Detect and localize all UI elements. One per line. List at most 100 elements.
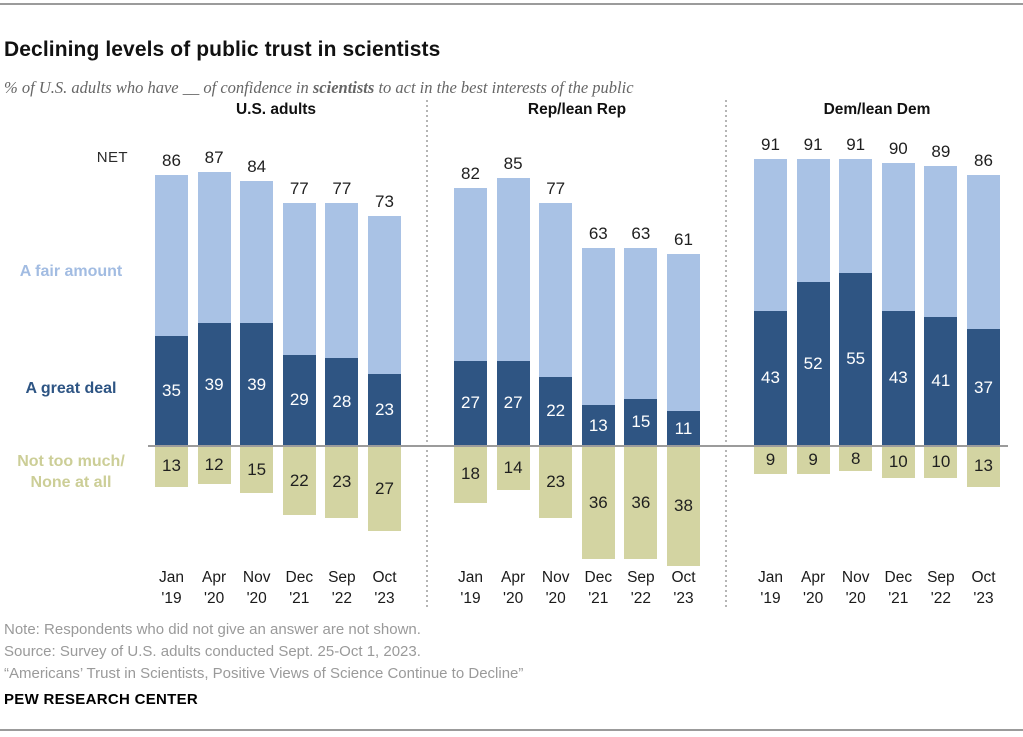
bar-great-deal-segment [496,360,530,446]
net-value-label: 61 [674,229,693,249]
bar-not-too-much-segment [924,446,958,478]
x-axis-month-label: Sep [627,569,655,586]
top-border [0,3,1023,5]
x-axis-month-label: Oct [971,569,996,586]
great-deal-value-label: 43 [888,368,908,388]
bottom-border [0,729,1023,731]
great-deal-value-label: 11 [674,418,693,438]
bar-fair-amount-segment [282,203,316,355]
x-axis-year-label: '20 [502,590,524,607]
x-axis-year-label: '22 [630,590,651,607]
zero-baseline [148,445,1008,447]
bar-not-too-much-segment [839,446,873,472]
not-too-much-value-label: 13 [974,456,993,476]
pew-research-center-wordmark: PEW RESEARCH CENTER [4,691,199,708]
net-value-label: 91 [846,135,866,155]
great-deal-value-label: 43 [761,368,780,388]
x-axis-year-label: '23 [673,590,694,607]
x-axis-month-label: Dec [285,569,314,586]
x-axis-month-label: Dec [584,569,613,586]
bar-great-deal-segment [881,310,915,446]
x-axis-year-label: '20 [845,590,866,607]
legend-great-deal: A great deal [25,380,117,397]
bar-great-deal-segment [967,329,1000,446]
not-too-much-value-label: 27 [375,478,394,498]
x-axis-month-label: Sep [328,569,356,586]
bar-great-deal-segment [624,398,658,446]
not-too-much-value-label: 10 [888,451,908,471]
x-axis-month-label: Oct [372,569,397,586]
bar-not-too-much-segment [796,446,830,475]
net-value-label: 86 [974,151,993,171]
net-value-label: 77 [289,179,309,199]
net-value-label: 91 [803,135,823,155]
great-deal-value-label: 41 [931,371,951,391]
x-axis-month-label: Sep [927,569,955,586]
net-value-label: 91 [761,135,780,155]
great-deal-value-label: 39 [247,374,267,394]
legend-not-too-much-line2: None at all [30,474,112,491]
great-deal-value-label: 37 [974,377,993,397]
x-axis-year-label: '21 [289,590,310,607]
bar-fair-amount-segment [967,175,1000,330]
bar-not-too-much-segment [325,446,359,519]
x-axis-year-label: '21 [888,590,909,607]
great-deal-value-label: 22 [546,401,566,421]
bar-fair-amount-segment [667,253,700,412]
not-too-much-value-label: 12 [204,454,224,474]
x-axis-year-label: '19 [460,590,481,607]
chart-title: Declining levels of public trust in scie… [4,38,441,62]
bar-great-deal-segment [839,272,873,446]
bar-fair-amount-segment [581,247,615,406]
x-axis-month-label: Nov [541,569,570,586]
bar-great-deal-segment [197,323,231,446]
subtitle-bold-word: scientists [312,77,375,97]
not-too-much-value-label: 14 [503,458,523,478]
bar-not-too-much-segment [454,446,487,503]
subtitle-text-end: to act in the best interests of the publ… [374,77,634,97]
x-axis-month-label: Nov [242,569,271,586]
not-too-much-value-label: 8 [850,448,861,468]
x-axis-year-label: '20 [545,590,566,607]
bar-not-too-much-segment [881,446,915,478]
bar-not-too-much-segment [581,446,615,560]
bar-great-deal-segment [581,405,615,446]
net-value-label: 90 [888,138,908,158]
legend-fair-amount: A fair amount [19,263,123,280]
bar-fair-amount-segment [881,162,915,311]
bar-not-too-much-segment [624,446,658,560]
great-deal-value-label: 35 [162,380,181,400]
net-value-label: 63 [631,223,651,243]
bar-great-deal-segment [754,310,787,446]
not-too-much-value-label: 15 [247,459,267,479]
not-too-much-value-label: 18 [461,464,480,484]
great-deal-value-label: 13 [588,415,608,435]
x-axis-year-label: '23 [973,590,994,607]
bar-not-too-much-segment [967,446,1000,487]
net-value-label: 77 [332,179,352,199]
x-axis-year-label: '23 [374,590,395,607]
net-value-label: 84 [247,157,267,177]
bar-fair-amount-segment [496,178,530,361]
chart-subtitle: % of U.S. adults who have __ of confiden… [4,78,634,98]
x-axis-year-label: '22 [331,590,352,607]
not-too-much-value-label: 10 [931,451,951,471]
bar-not-too-much-segment [197,446,231,484]
bar-great-deal-segment [368,373,401,446]
bar-great-deal-segment [155,335,188,446]
panel-header-dem: Dem/lean Dem [823,101,931,118]
great-deal-value-label: 28 [332,391,352,411]
x-axis-year-label: '20 [802,590,824,607]
bar-great-deal-segment [454,360,487,446]
x-axis-year-label: '20 [246,590,267,607]
not-too-much-value-label: 23 [546,472,566,492]
not-too-much-value-label: 22 [289,470,309,490]
not-too-much-value-label: 23 [332,472,352,492]
net-value-label: 87 [204,147,224,167]
panel-header-us-adults: U.S. adults [235,101,317,118]
report-title-text: “Americans’ Trust in Scientists, Positiv… [4,665,524,682]
legend-not-too-much: Not too much/ None at all [0,451,142,493]
x-axis-month-label: Jan [159,569,184,586]
bar-fair-amount-segment [368,216,401,374]
net-value-label: 73 [375,192,394,212]
